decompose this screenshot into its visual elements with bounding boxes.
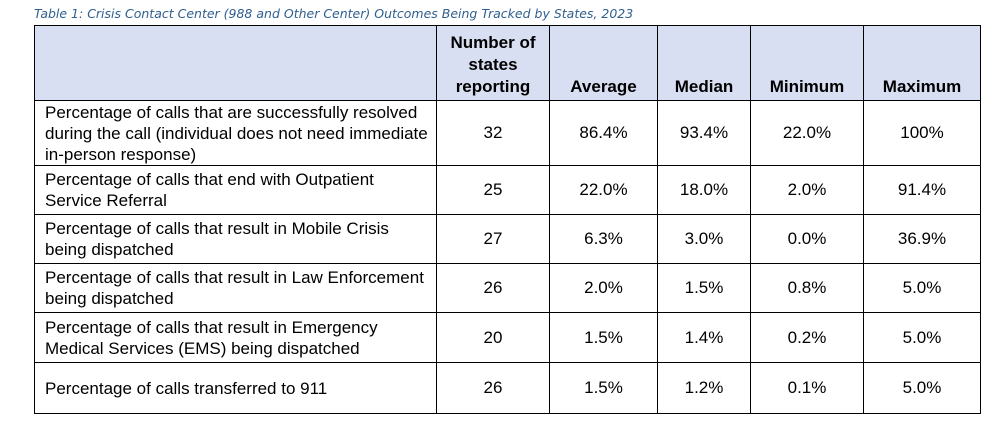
average-cell: 1.5% <box>549 312 658 363</box>
minimum-cell: 22.0% <box>750 100 864 166</box>
header-states-reporting: Number of states reporting <box>436 25 550 101</box>
states-cell: 27 <box>436 214 550 264</box>
average-cell: 6.3% <box>549 214 658 264</box>
minimum-cell: 0.8% <box>750 263 864 313</box>
median-cell: 1.5% <box>657 263 751 313</box>
states-cell: 20 <box>436 312 550 363</box>
table-row: Percentage of calls that result in Mobil… <box>34 214 981 264</box>
average-cell: 2.0% <box>549 263 658 313</box>
median-cell: 3.0% <box>657 214 751 264</box>
table-row: Percentage of calls that result in Law E… <box>34 263 981 313</box>
maximum-cell: 36.9% <box>863 214 981 264</box>
maximum-cell: 5.0% <box>863 263 981 313</box>
states-cell: 32 <box>436 100 550 166</box>
median-cell: 93.4% <box>657 100 751 166</box>
maximum-cell: 100% <box>863 100 981 166</box>
minimum-cell: 0.2% <box>750 312 864 363</box>
median-cell: 1.2% <box>657 362 751 414</box>
table-row: Percentage of calls that end with Outpat… <box>34 165 981 215</box>
row-label: Percentage of calls that result in Mobil… <box>34 214 437 264</box>
header-minimum: Minimum <box>750 25 864 101</box>
row-label: Percentage of calls transferred to 911 <box>34 362 437 414</box>
row-label: Percentage of calls that result in Law E… <box>34 263 437 313</box>
table-row: Percentage of calls that result in Emerg… <box>34 312 981 363</box>
maximum-cell: 91.4% <box>863 165 981 215</box>
average-cell: 86.4% <box>549 100 658 166</box>
average-cell: 22.0% <box>549 165 658 215</box>
table-row: Percentage of calls transferred to 911 2… <box>34 362 981 414</box>
table-row: Percentage of calls that are successfull… <box>34 100 981 166</box>
states-cell: 26 <box>436 362 550 414</box>
maximum-cell: 5.0% <box>863 312 981 363</box>
median-cell: 18.0% <box>657 165 751 215</box>
maximum-cell: 5.0% <box>863 362 981 414</box>
minimum-cell: 2.0% <box>750 165 864 215</box>
header-average: Average <box>549 25 658 101</box>
minimum-cell: 0.1% <box>750 362 864 414</box>
header-maximum: Maximum <box>863 25 981 101</box>
row-label: Percentage of calls that result in Emerg… <box>34 312 437 363</box>
median-cell: 1.4% <box>657 312 751 363</box>
header-median: Median <box>657 25 751 101</box>
average-cell: 1.5% <box>549 362 658 414</box>
table-caption: Table 1: Crisis Contact Center (988 and … <box>34 6 634 21</box>
row-label: Percentage of calls that are successfull… <box>34 100 437 166</box>
states-cell: 26 <box>436 263 550 313</box>
minimum-cell: 0.0% <box>750 214 864 264</box>
header-label <box>34 25 437 101</box>
row-label: Percentage of calls that end with Outpat… <box>34 165 437 215</box>
outcomes-table: Number of states reporting Average Media… <box>34 25 981 414</box>
header-row: Number of states reporting Average Media… <box>34 25 981 101</box>
states-cell: 25 <box>436 165 550 215</box>
